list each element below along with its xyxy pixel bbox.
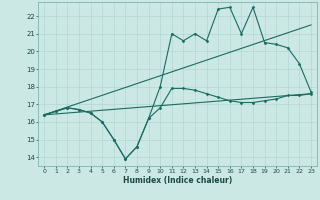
- X-axis label: Humidex (Indice chaleur): Humidex (Indice chaleur): [123, 176, 232, 185]
